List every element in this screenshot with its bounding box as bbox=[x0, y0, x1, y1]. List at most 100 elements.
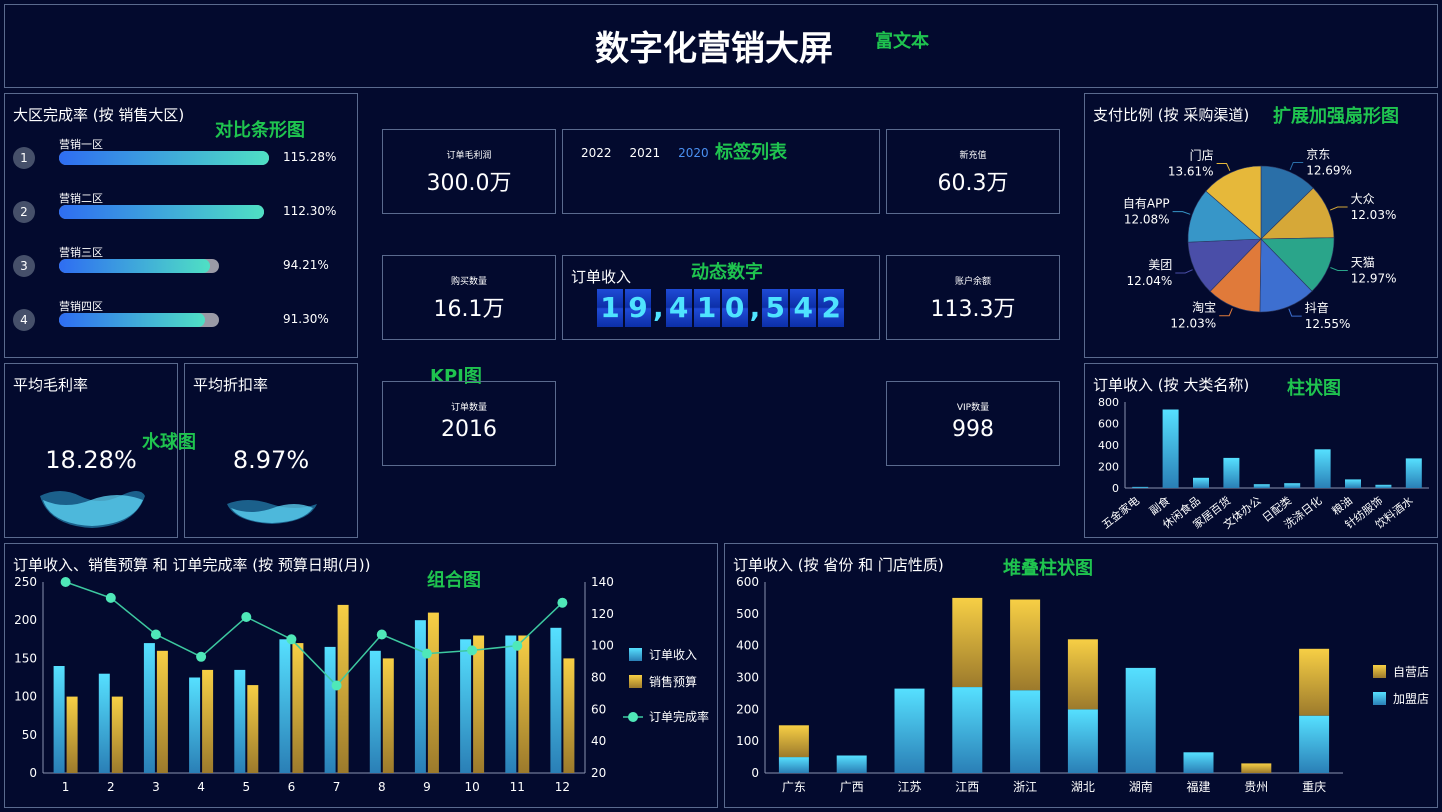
stack-legend-swatch-self-run bbox=[1373, 665, 1386, 678]
category-bar bbox=[1345, 479, 1361, 488]
pie-slice bbox=[1260, 237, 1335, 292]
digit-tile: 2 bbox=[818, 289, 845, 327]
margin-gauge-panel: 平均毛利率 18.28% bbox=[4, 363, 178, 538]
region-name: 营销一区 bbox=[59, 138, 103, 151]
combo-bar-budget bbox=[202, 669, 214, 773]
region-panel: 大区完成率 (按 销售大区) 对比条形图 1 营销一区 115.28% 2 营销二区 11… bbox=[4, 93, 358, 358]
combo-y2-tick: 20 bbox=[591, 766, 606, 780]
category-y-tick: 800 bbox=[1098, 396, 1119, 409]
combo-panel: 订单收入、销售预算 和 订单完成率 (按 预算日期(月)) 组合图 0 50 100… bbox=[4, 543, 718, 808]
combo-bar-revenue bbox=[53, 666, 65, 773]
digit-tile: 4 bbox=[790, 289, 817, 327]
pie-leader-line bbox=[1172, 211, 1191, 215]
category-panel: 订单收入 (按 大类名称) 柱状图 0 200 400 600 800 五金家电 副食 休闲食… bbox=[1084, 363, 1438, 538]
region-bar-track bbox=[59, 313, 220, 327]
year-tab-2021[interactable]: 2021 bbox=[629, 146, 661, 160]
kpi-profit-value: 300.0万 bbox=[426, 171, 512, 196]
region-percent: 112.30% bbox=[283, 204, 337, 218]
region-bar-track bbox=[59, 151, 269, 165]
combo-bar-budget bbox=[427, 612, 439, 773]
region-bar-track bbox=[59, 259, 220, 273]
pie-slice-name: 京东 bbox=[1306, 148, 1330, 162]
combo-bar-budget bbox=[337, 604, 349, 773]
combo-bar-budget bbox=[111, 696, 123, 773]
combo-legend-swatch-revenue bbox=[629, 648, 642, 661]
stack-panel: 订单收入 (按 省份 和 门店性质) 堆叠柱状图 0 100 200 300 400 50… bbox=[724, 543, 1438, 808]
stack-bar-franchise bbox=[894, 688, 925, 773]
pie-slice-percent: 12.04% bbox=[1127, 274, 1173, 288]
stack-bar-self-run bbox=[1010, 599, 1041, 691]
dynamic-number-label: 订单收入 bbox=[571, 268, 632, 286]
category-bar bbox=[1314, 449, 1331, 488]
combo-x-tick: 7 bbox=[333, 780, 341, 794]
pie-slice-name: 大众 bbox=[1351, 192, 1375, 206]
kpi-profit: 订单毛利润 300.0万 bbox=[382, 129, 556, 214]
stack-x-tick: 湖北 bbox=[1071, 779, 1095, 794]
combo-bar-revenue bbox=[414, 620, 426, 773]
combo-y2-tick: 40 bbox=[591, 734, 606, 748]
combo-bar-revenue bbox=[324, 646, 336, 773]
year-tab-2022[interactable]: 2022 bbox=[581, 146, 612, 160]
stack-y-tick: 600 bbox=[736, 575, 759, 589]
digit-separator: , bbox=[653, 291, 664, 324]
combo-x-tick: 10 bbox=[464, 780, 479, 794]
combo-bar-budget bbox=[518, 635, 530, 773]
combo-line-point bbox=[60, 577, 71, 587]
pie-slice-percent: 13.61% bbox=[1168, 165, 1214, 179]
kpi-recharge-value: 60.3万 bbox=[937, 171, 1009, 196]
region-rank-badge: 2 bbox=[13, 201, 35, 223]
stack-x-tick: 重庆 bbox=[1302, 780, 1326, 794]
region-rank-badge: 1 bbox=[13, 147, 35, 169]
digit-tile: 9 bbox=[625, 289, 651, 327]
combo-line-point bbox=[241, 612, 252, 622]
combo-line-point bbox=[421, 648, 432, 659]
stack-y-tick: 200 bbox=[736, 702, 759, 716]
kpi-vip-value: 998 bbox=[952, 417, 994, 442]
stack-bar-franchise bbox=[1299, 715, 1330, 773]
combo-line-completion bbox=[65, 581, 563, 687]
combo-bar-budget bbox=[66, 696, 78, 773]
discount-gauge-panel: 平均折扣率 8.97% bbox=[184, 363, 358, 538]
combo-title: 订单收入、销售预算 和 订单完成率 (按 预算日期(月)) bbox=[13, 556, 371, 574]
year-tab-2020[interactable]: 2020 bbox=[678, 146, 709, 160]
stack-bar-franchise bbox=[1183, 752, 1214, 773]
region-name: 营销二区 bbox=[59, 192, 103, 205]
kpi-orders-label: 订单数量 bbox=[450, 403, 487, 413]
category-y-tick: 200 bbox=[1098, 461, 1119, 474]
combo-bar-revenue bbox=[234, 669, 246, 773]
category-title: 订单收入 (按 大类名称) bbox=[1093, 376, 1250, 394]
stack-bar-franchise bbox=[1067, 709, 1098, 773]
combo-bar-budget bbox=[247, 685, 259, 773]
category-bar bbox=[1375, 484, 1392, 488]
combo-bar-revenue bbox=[550, 627, 562, 773]
combo-x-tick: 9 bbox=[423, 780, 431, 794]
combo-line-point bbox=[331, 680, 342, 691]
combo-bar-budget bbox=[156, 650, 168, 773]
combo-x-tick: 4 bbox=[197, 780, 205, 794]
margin-gauge-value: 18.28% bbox=[45, 446, 137, 474]
combo-y-tick: 100 bbox=[14, 690, 37, 704]
combo-line-point bbox=[150, 629, 161, 640]
combo-y-tick: 250 bbox=[14, 575, 37, 589]
stack-x-tick: 福建 bbox=[1186, 779, 1210, 794]
stack-bar-self-run bbox=[1299, 648, 1330, 716]
pie-slice-name: 自有APP bbox=[1123, 197, 1170, 211]
digit-tile: 1 bbox=[597, 289, 623, 327]
pie-leader-line bbox=[1216, 163, 1231, 172]
combo-bar-revenue bbox=[460, 639, 472, 773]
kpi-vip-label: VIP数量 bbox=[956, 403, 990, 413]
stacked-bar-chart: 0 100 200 300 400 500 600 广东 广西 江苏 江西 浙江 湖北 湖南 福建 贵州 重庆 自… bbox=[736, 575, 1429, 794]
tabs-panel: 2022 2021 2020 标签列表 bbox=[562, 129, 880, 214]
pie-slice-percent: 12.55% bbox=[1305, 317, 1351, 331]
combo-y-tick: 200 bbox=[14, 613, 37, 627]
stack-y-tick: 400 bbox=[736, 639, 759, 653]
stack-y-tick: 300 bbox=[736, 671, 759, 685]
stack-x-tick: 浙江 bbox=[1013, 780, 1037, 794]
region-bar-fill bbox=[59, 205, 264, 219]
category-bar bbox=[1223, 457, 1240, 488]
stack-y-tick: 100 bbox=[736, 734, 759, 748]
pie-slice-name: 抖音 bbox=[1305, 300, 1329, 315]
stack-bar-franchise bbox=[778, 757, 809, 773]
combo-bar-budget bbox=[473, 635, 485, 773]
